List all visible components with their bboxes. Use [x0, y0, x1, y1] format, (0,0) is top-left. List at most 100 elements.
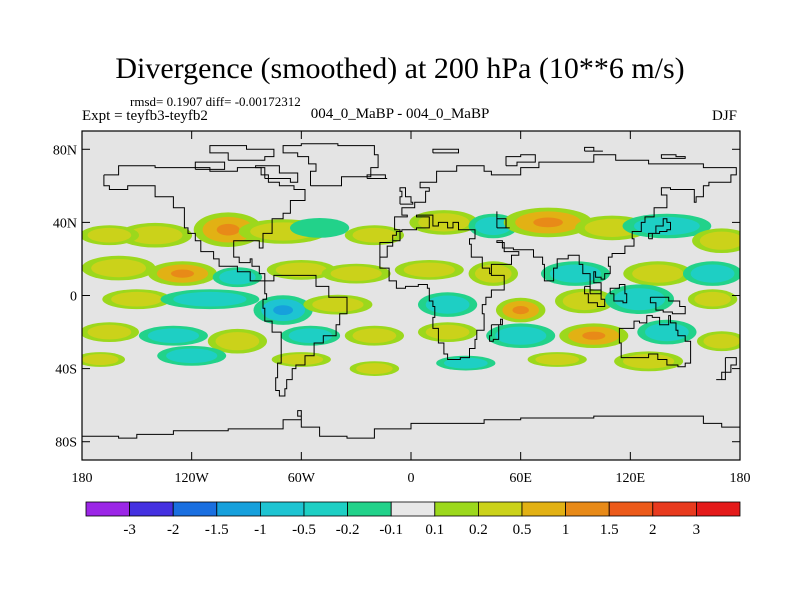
season-label: DJF — [712, 108, 738, 124]
feature-body — [219, 269, 256, 285]
colorbar-label: 1 — [562, 522, 570, 538]
feature-body — [275, 262, 327, 278]
feature-body — [352, 328, 397, 344]
y-tick-label: 80N — [53, 143, 77, 158]
feature-body — [694, 291, 731, 307]
x-tick-label: 180 — [72, 471, 93, 486]
colorbar-box — [129, 501, 174, 517]
feature-body — [645, 323, 689, 342]
x-tick-label: 60E — [509, 471, 532, 486]
coastline-caspian — [496, 211, 510, 229]
coastline-svalbard — [432, 148, 459, 154]
coastline-east-siberian — [660, 154, 686, 159]
coastline-severnaya — [584, 146, 603, 152]
feature-body — [443, 357, 488, 369]
colorbar-label: -2 — [167, 522, 180, 538]
feature-core — [216, 223, 240, 236]
colorbar-box — [390, 501, 436, 517]
feature-body — [403, 262, 455, 278]
feature-body — [91, 259, 146, 278]
coastline-africa-eurasia — [379, 154, 737, 360]
coastline-borneo — [609, 284, 628, 304]
feature-body — [312, 297, 364, 312]
colorbar-box — [521, 501, 566, 517]
colorbar-box — [303, 501, 348, 517]
feature-body — [632, 264, 684, 283]
feature-body — [634, 216, 700, 236]
colorbar-label: -0.2 — [336, 522, 360, 538]
colorbar-box — [172, 501, 218, 517]
axis-ticks: 180 120W 60W 0 60E 120E 180 80N 40N 0 40S 80S — [53, 131, 751, 486]
feature-core — [512, 306, 529, 315]
plot-title: Divergence (smoothed) at 200 hPa (10**6 … — [115, 52, 685, 85]
colorbar-box — [652, 501, 697, 517]
feature-body — [425, 295, 470, 314]
coastline-baffin — [255, 165, 299, 183]
colorbar-box — [85, 501, 130, 517]
feature-body — [87, 324, 132, 340]
feature-core — [582, 331, 606, 340]
feature-body — [87, 227, 132, 243]
colorbar-label: 1.5 — [600, 522, 619, 538]
x-tick-label: 180 — [730, 471, 751, 486]
x-tick-label: 120E — [616, 471, 646, 486]
coastline-new-guinea — [649, 296, 686, 315]
feature-core — [171, 269, 194, 278]
colorbar-box — [608, 501, 654, 517]
y-tick-label: 0 — [70, 290, 77, 305]
feature-body — [690, 264, 735, 283]
x-tick-label: 60W — [288, 471, 316, 486]
feature-body — [613, 288, 666, 311]
feature-body — [215, 332, 260, 351]
x-tick-label: 120W — [175, 471, 210, 486]
feature-body — [82, 354, 119, 365]
feature-body — [279, 354, 324, 365]
colorbar-label: -0.1 — [379, 522, 403, 538]
coastline-greenland — [282, 143, 379, 187]
feature-body — [699, 231, 740, 250]
feature-body — [173, 291, 247, 307]
colorbar-label: -3 — [123, 522, 136, 538]
y-tick-label: 40N — [53, 216, 77, 231]
colorbar-box — [696, 501, 741, 517]
colorbar-label: -1 — [254, 522, 267, 538]
colorbar: -3 -2 -1.5 -1 -0.5 -0.2 -0.1 0.1 0.2 0.5 1 1.5 2 3 — [85, 501, 741, 538]
experiment-label: Expt = teyfb3-teyfb2 — [82, 108, 208, 124]
colorbar-label: -1.5 — [205, 522, 229, 538]
colorbar-label: 0.5 — [513, 522, 532, 538]
coastline-victoria-island — [194, 161, 226, 170]
feature-body — [535, 354, 580, 365]
x-tick-label: 0 — [408, 471, 415, 486]
feature-body — [475, 264, 512, 283]
coastline-antarctica — [82, 410, 740, 439]
y-tick-label: 40S — [55, 363, 77, 378]
colorbar-label: 0.1 — [425, 522, 444, 538]
feature-body — [495, 326, 547, 345]
coastline-madagascar — [489, 318, 503, 342]
y-tick-label: 80S — [55, 436, 77, 451]
feature-core — [273, 305, 293, 315]
coastline-australia — [618, 315, 692, 368]
stats-label: rmsd= 0.1907 diff= -0.00172312 — [130, 94, 301, 109]
feature-body — [166, 348, 218, 364]
coastline-new-zealand — [716, 357, 737, 381]
colorbar-box — [216, 501, 261, 517]
feature-body — [475, 216, 512, 236]
feature-body — [356, 363, 393, 375]
colorbar-box — [434, 501, 479, 517]
coastline-sumatra — [584, 285, 606, 307]
feature-body — [147, 328, 199, 344]
colorbar-label: 0.2 — [469, 522, 488, 538]
coastline-british-isles — [399, 187, 414, 205]
coastlines — [82, 143, 740, 439]
feature-body — [127, 226, 183, 245]
coastline-japan — [648, 218, 671, 240]
colorbar-box — [347, 501, 392, 517]
coastline-iceland — [366, 174, 388, 179]
feature-body — [549, 264, 602, 283]
feature-body — [111, 291, 163, 307]
feature-body — [297, 220, 342, 236]
coastline-south-america — [262, 274, 348, 397]
feature-body — [288, 328, 333, 344]
